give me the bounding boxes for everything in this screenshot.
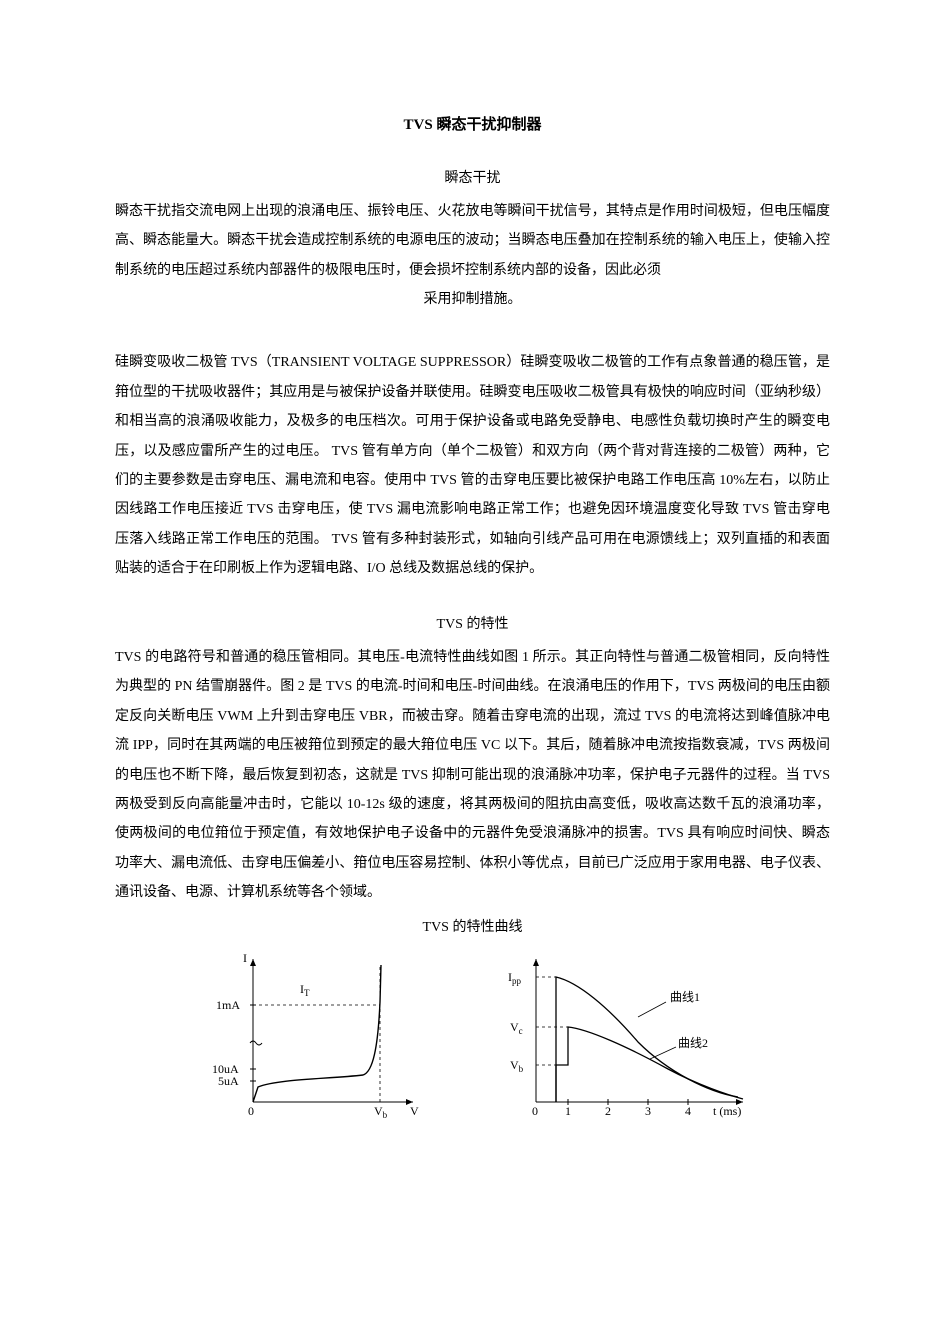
xtick-1: 1: [565, 1104, 571, 1118]
charts-heading: TVS 的特性曲线: [115, 913, 830, 942]
xtick-vb: Vb: [374, 1104, 388, 1120]
paragraph-1: 瞬态干扰指交流电网上出现的浪涌电压、振铃电压、火花放电等瞬间干扰信号，其特点是作…: [115, 197, 830, 285]
iv-characteristic-chart: I V 1mA 10uA 5uA 0 Vb IT: [188, 947, 428, 1137]
ylabel-vb: Vb: [510, 1058, 524, 1074]
it-annotation: IT: [300, 982, 310, 998]
xtick-0: 0: [248, 1104, 254, 1118]
xtick-4: 4: [685, 1104, 691, 1118]
xtick-3: 3: [645, 1104, 651, 1118]
time-response-chart: Ipp Vc Vb 0 1 2 3 4 t (ms): [478, 947, 758, 1137]
spacer: [115, 584, 830, 604]
ylabel-ipp: Ipp: [508, 970, 522, 986]
ylabel-vc: Vc: [510, 1020, 523, 1036]
x-axis-label: V: [410, 1104, 419, 1118]
paragraph-2: 硅瞬变吸收二极管 TVS（TRANSIENT VOLTAGE SUPPRESSO…: [115, 348, 830, 583]
curve1-label: 曲线1: [670, 990, 700, 1004]
curve2-label: 曲线2: [678, 1036, 708, 1050]
ytick-5ua: 5uA: [218, 1074, 239, 1088]
ytick-1ma: 1mA: [216, 998, 240, 1012]
xtick-2: 2: [605, 1104, 611, 1118]
doc-title: TVS 瞬态干扰抑制器: [115, 110, 830, 142]
spacer: [115, 314, 830, 348]
paragraph-1-tail: 采用抑制措施。: [115, 285, 830, 314]
document-page: TVS 瞬态干扰抑制器 瞬态干扰 瞬态干扰指交流电网上出现的浪涌电压、振铃电压、…: [0, 0, 945, 1197]
y-axis-label: I: [243, 951, 247, 965]
section-heading-2: TVS 的特性: [115, 610, 830, 639]
x-axis-label: t (ms): [713, 1104, 741, 1118]
paragraph-3: TVS 的电路符号和普通的稳压管相同。其电压-电流特性曲线如图 1 所示。其正向…: [115, 643, 830, 908]
charts-container: I V 1mA 10uA 5uA 0 Vb IT: [115, 947, 830, 1137]
section-heading-1: 瞬态干扰: [115, 164, 830, 193]
xtick-0: 0: [532, 1104, 538, 1118]
